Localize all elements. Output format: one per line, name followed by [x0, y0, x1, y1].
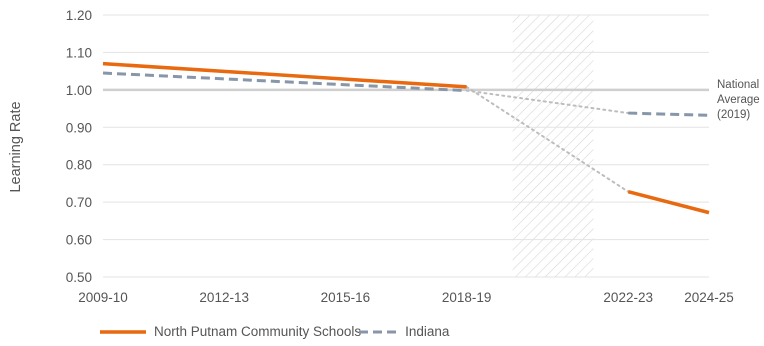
legend-swatch-north-putnam — [100, 325, 146, 339]
y-tick-label: 0.90 — [66, 120, 92, 135]
projection-connector-north-putnam — [465, 85, 630, 193]
series-line-after-north-putnam — [627, 189, 710, 215]
y-tick-label: 1.20 — [66, 8, 92, 23]
legend-label-north-putnam: North Putnam Community Schools — [154, 324, 362, 339]
series-line-after-indiana — [628, 111, 710, 117]
x-tick-label: 2018-19 — [442, 290, 492, 305]
national-average-label-line: (2019) — [717, 109, 750, 121]
x-tick-label: 2015-16 — [321, 290, 371, 305]
x-tick-label: 2009-10 — [78, 290, 128, 305]
grid-layer — [103, 14, 709, 278]
national-average-label-line: Average — [717, 94, 760, 106]
reference-layer: National Average (2019) — [103, 79, 760, 121]
national-average-label: National Average (2019) — [717, 79, 760, 121]
national-average-label-line: National — [717, 79, 759, 91]
x-tick-label: 2024-25 — [684, 290, 734, 305]
legend-swatch-indiana — [359, 325, 398, 339]
legend-item-indiana: Indiana — [359, 324, 449, 339]
axis-layer: 0.50 0.60 0.70 0.80 0.90 1.00 1.10 1.20 2009-10 2… — [66, 8, 734, 305]
legend-label-indiana: Indiana — [405, 324, 450, 339]
series-layer — [102, 61, 710, 215]
series-line-indiana — [102, 71, 467, 93]
y-tick-label: 0.70 — [66, 195, 92, 210]
x-tick-label: 2022-23 — [603, 290, 653, 305]
x-tick-label: 2012-13 — [199, 290, 249, 305]
y-axis-label: Learning Rate — [8, 101, 24, 192]
y-tick-label: 0.50 — [66, 270, 92, 285]
hatched-band-layer — [512, 15, 594, 277]
y-tick-label: 1.00 — [66, 83, 92, 98]
series-line-north-putnam — [102, 61, 467, 89]
hatched-band — [512, 15, 594, 277]
legend-item-north-putnam: North Putnam Community Schools — [100, 324, 361, 339]
y-tick-label: 0.80 — [66, 158, 92, 173]
legend: North Putnam Community Schools Indiana — [100, 324, 449, 339]
y-tick-label: 0.60 — [66, 233, 92, 248]
y-tick-label: 1.10 — [66, 45, 92, 60]
